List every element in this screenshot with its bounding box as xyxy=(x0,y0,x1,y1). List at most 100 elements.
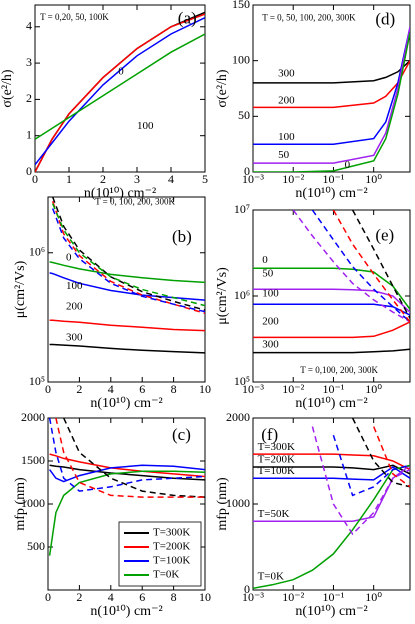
annotation: 200 xyxy=(262,315,279,327)
annotation: 100 xyxy=(137,120,154,132)
annotation: T = 0, 100, 200, 300K xyxy=(95,197,175,207)
y-axis-label: μ(cm²/Vs) xyxy=(215,267,230,325)
line xyxy=(253,27,410,164)
annotation: 50 xyxy=(278,149,290,161)
y-tick-label: 500 xyxy=(27,539,45,553)
legend-label: T=300K xyxy=(153,527,190,539)
annotation: 200 xyxy=(278,94,295,106)
annotation: T = 0,20, 50, 100K xyxy=(40,12,109,22)
line xyxy=(253,288,410,313)
y-tick-label: 50 xyxy=(238,108,250,122)
x-tick-label: 3 xyxy=(134,172,140,186)
y-axis-label: σ(e²/h) xyxy=(0,69,15,108)
x-tick-label: 8 xyxy=(171,382,177,396)
x-tick-label: 10⁰ xyxy=(365,382,382,396)
annotation: T = 0,100, 200, 300K xyxy=(300,365,378,375)
x-tick-label: 10 xyxy=(199,590,211,604)
y-tick-label: 2000 xyxy=(21,410,45,424)
x-tick-label: 0 xyxy=(32,172,38,186)
x-tick-label: 2 xyxy=(76,590,82,604)
dashed-line xyxy=(311,426,410,536)
legend-label: T=0K xyxy=(153,569,179,581)
y-tick-label: 1 xyxy=(26,127,32,141)
y-tick-label: 10⁷ xyxy=(234,202,250,216)
x-tick-label: 10⁻¹ xyxy=(322,382,344,396)
annotation: 0 xyxy=(345,159,351,171)
line xyxy=(35,13,205,172)
x-tick-label: 10⁻² xyxy=(282,590,304,604)
dashed-line xyxy=(332,210,410,323)
x-tick-label: 4 xyxy=(168,172,174,186)
y-tick-label: 3 xyxy=(26,55,32,69)
line xyxy=(253,464,410,590)
y-tick-label: 10⁵ xyxy=(29,374,45,388)
line xyxy=(48,464,205,483)
annotation: 100 xyxy=(262,288,279,300)
annotation: T=0K xyxy=(258,571,284,583)
line xyxy=(49,319,205,332)
x-tick-label: 10⁰ xyxy=(365,172,382,186)
plot-frame xyxy=(47,196,206,383)
x-axis-label: n(10¹⁰) cm⁻² xyxy=(90,396,162,411)
legend-label: T=100K xyxy=(153,555,190,567)
annotation: 300 xyxy=(278,68,295,80)
annotation: T=100K xyxy=(258,465,295,477)
dashed-line xyxy=(311,210,410,323)
annotation: 0 xyxy=(262,254,268,266)
y-tick-label: 150 xyxy=(232,0,250,11)
line xyxy=(35,17,205,166)
line xyxy=(49,343,205,354)
annotation: (b) xyxy=(172,227,192,246)
annotation: (d) xyxy=(375,9,395,28)
y-tick-label: 10⁶ xyxy=(29,245,45,259)
line xyxy=(49,261,205,284)
line xyxy=(253,60,410,84)
x-tick-label: 10⁻³ xyxy=(242,382,264,396)
line xyxy=(253,60,410,109)
x-tick-label: 1 xyxy=(66,172,72,186)
x-tick-label: 2 xyxy=(76,382,82,396)
annotation: 100 xyxy=(66,280,83,292)
x-tick-label: 4 xyxy=(108,590,114,604)
line xyxy=(48,470,205,556)
x-tick-label: 0 xyxy=(45,382,51,396)
y-tick-label: 1000 xyxy=(21,496,45,510)
x-axis-label: n(10¹⁰) cm⁻² xyxy=(295,396,367,411)
y-tick-label: 4 xyxy=(26,19,32,33)
line xyxy=(253,321,410,339)
y-axis-label: σ(e²/h) xyxy=(215,69,230,108)
legend-label: T=200K xyxy=(153,541,190,553)
dashed-line xyxy=(332,434,410,497)
annotation: 300 xyxy=(66,331,83,343)
annotation: T = 0, 50, 100, 200, 300K xyxy=(262,12,356,22)
annotation: 50 xyxy=(262,268,274,280)
x-tick-label: 10⁰ xyxy=(365,590,382,604)
x-tick-label: 10⁻² xyxy=(282,382,304,396)
dashed-line xyxy=(351,418,410,488)
y-tick-label: 100 xyxy=(232,52,250,66)
annotation: (a) xyxy=(178,8,197,27)
x-tick-label: 10⁻² xyxy=(282,172,304,186)
line xyxy=(49,453,205,478)
annotation: 0 xyxy=(118,66,124,78)
annotation: (f) xyxy=(261,425,278,444)
annotation: 300 xyxy=(262,338,279,350)
line xyxy=(253,32,410,172)
y-tick-label: 1000 xyxy=(226,496,250,510)
line xyxy=(35,11,205,172)
y-axis-label: mfp (nm) xyxy=(215,477,230,531)
x-tick-label: 0 xyxy=(45,590,51,604)
dashed-line xyxy=(63,418,205,498)
plot-frame xyxy=(34,4,206,173)
x-axis-label: n(10¹⁰) cm⁻² xyxy=(90,604,162,619)
y-tick-label: 10⁶ xyxy=(234,288,250,302)
x-tick-label: 4 xyxy=(108,382,114,396)
line xyxy=(253,27,410,145)
x-tick-label: 6 xyxy=(139,382,145,396)
y-tick-label: 0 xyxy=(244,164,250,178)
dashed-line xyxy=(51,201,205,315)
line xyxy=(253,466,410,481)
line xyxy=(35,33,205,140)
line xyxy=(253,267,410,310)
